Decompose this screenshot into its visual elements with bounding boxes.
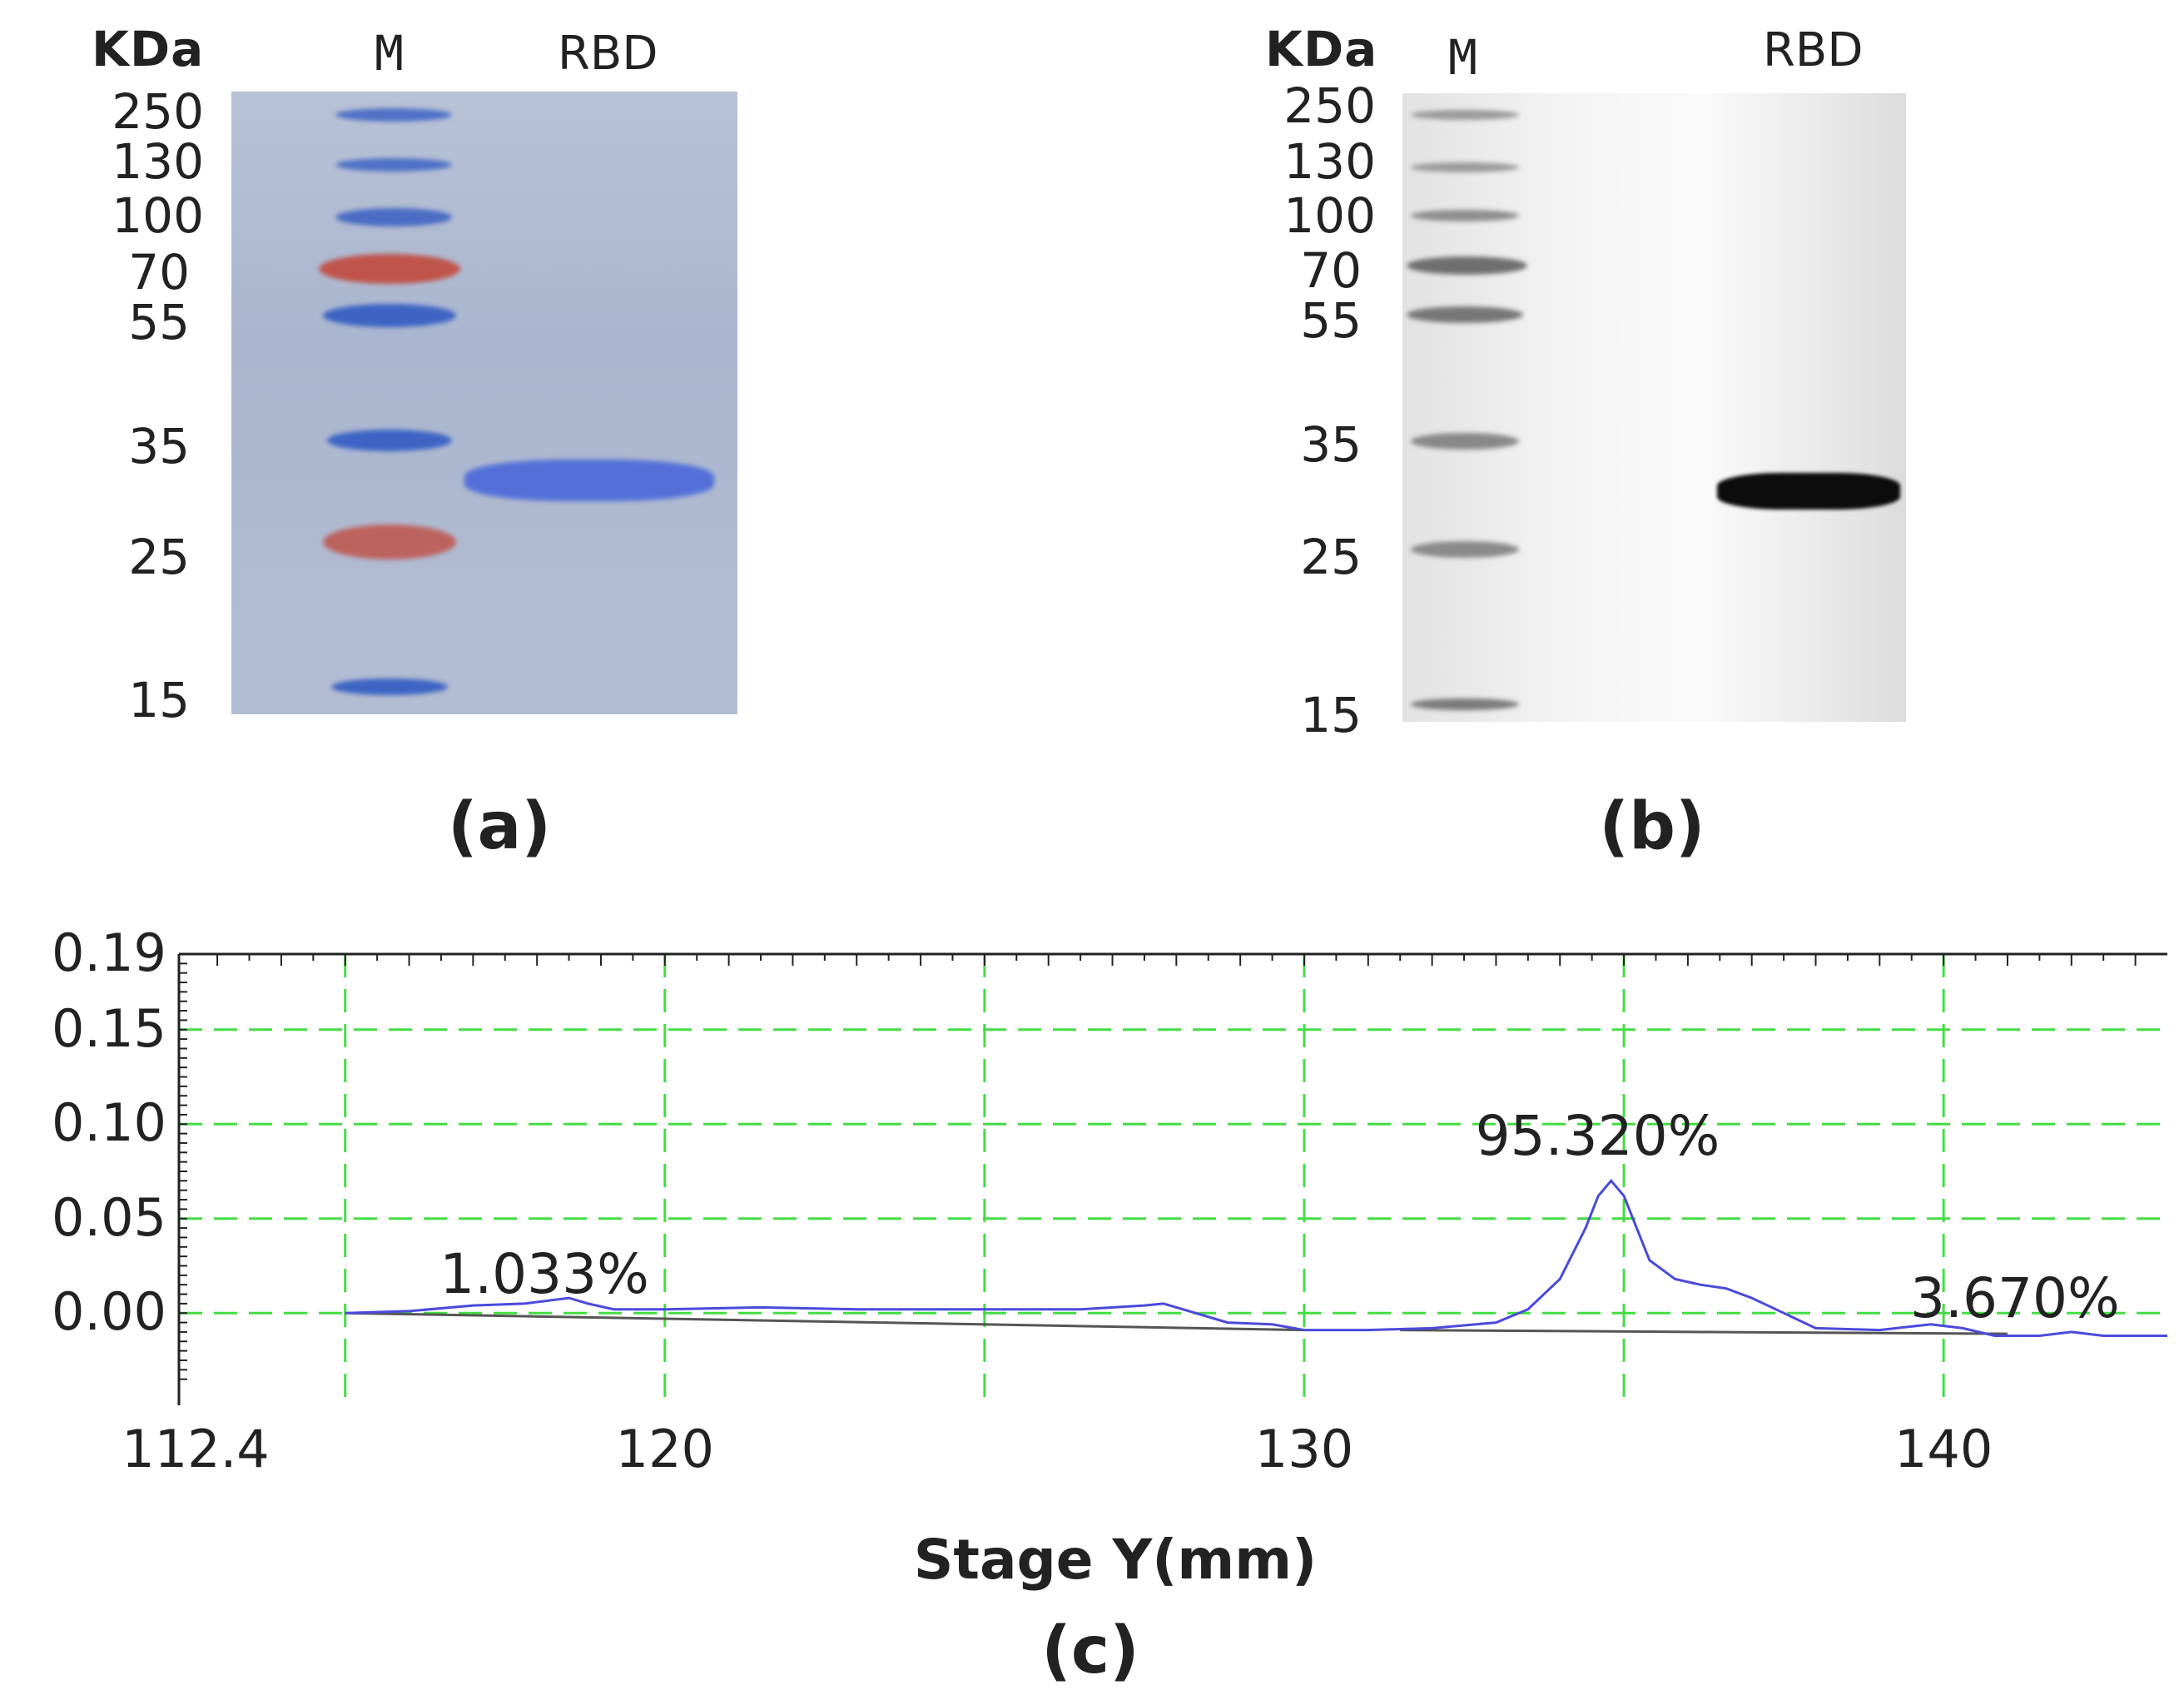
panel-a: KDa M RBD 250 130 100 70 55 35 25 15 (a)	[0, 0, 832, 866]
peak-percentage-annotation: 3.670%	[1910, 1266, 2120, 1331]
mw-label: 55	[1300, 292, 1362, 349]
peak-percentage-annotation: 1.033%	[439, 1241, 649, 1306]
peak-percentage-annotation: 95.320%	[1475, 1104, 1720, 1169]
marker-band-25	[323, 524, 456, 559]
marker-band-55	[1407, 306, 1523, 323]
mw-label: 15	[1300, 687, 1362, 743]
coomassie-gel-image	[231, 92, 737, 714]
panel-a-label: (a)	[448, 789, 551, 864]
mw-label: 100	[112, 187, 204, 244]
panel-b-label: (b)	[1599, 789, 1705, 864]
rbd-sample-band	[1717, 473, 1900, 510]
marker-band-70	[1407, 256, 1527, 275]
marker-band-100	[1411, 210, 1519, 221]
panel-c: 0.19 0.15 0.10 0.05 0.00 112.4 120 130 140 1.03…	[0, 907, 2184, 1705]
marker-band-35	[327, 430, 452, 451]
mw-label: 15	[128, 672, 190, 728]
marker-band-130	[1411, 162, 1519, 172]
y-tick-label: 0.00	[51, 1281, 166, 1343]
panel-c-label: (c)	[1041, 1613, 1139, 1688]
panel-b-lane-rbd-label: RBD	[1763, 23, 1864, 77]
x-tick-label: 130	[1254, 1419, 1354, 1479]
density-chart	[177, 952, 2167, 1405]
marker-band-70	[319, 254, 460, 284]
marker-band-15	[1411, 698, 1519, 710]
mw-label: 35	[1300, 416, 1362, 473]
marker-band-100	[335, 208, 452, 226]
x-tick-label: 140	[1894, 1419, 1993, 1479]
marker-band-250	[335, 108, 452, 122]
x-tick-label: 120	[615, 1419, 714, 1479]
mw-label: 70	[1300, 242, 1362, 299]
mw-label: 130	[1283, 133, 1376, 190]
panel-b-lane-m-label: M	[1448, 29, 1477, 86]
mw-label: 130	[112, 133, 204, 190]
y-tick-label: 0.19	[51, 922, 166, 983]
peak-baseline	[345, 1311, 1305, 1332]
marker-band-25	[1411, 541, 1519, 558]
mw-label: 25	[128, 529, 190, 585]
y-tick-label: 0.05	[51, 1186, 166, 1248]
mw-label: 25	[1300, 529, 1362, 585]
mw-label: 70	[128, 244, 190, 301]
mw-label: 250	[112, 83, 204, 140]
panel-a-unit-label: KDa	[92, 21, 205, 77]
marker-band-35	[1411, 433, 1519, 450]
y-tick-label: 0.15	[51, 997, 166, 1059]
marker-band-55	[323, 304, 456, 327]
density-series-line	[345, 1178, 2167, 1337]
mw-label: 100	[1283, 187, 1376, 244]
mw-label: 55	[128, 294, 190, 350]
mw-label: 35	[128, 418, 190, 475]
x-axis-label: Stage Y(mm)	[913, 1528, 1318, 1592]
western-blot-image	[1402, 93, 1906, 722]
marker-band-130	[335, 158, 452, 171]
marker-band-15	[331, 679, 448, 695]
panel-b-unit-label: KDa	[1265, 21, 1378, 77]
peak-baseline	[1400, 1329, 2008, 1335]
panel-a-lane-rbd-label: RBD	[558, 27, 658, 81]
rbd-sample-band	[464, 460, 714, 501]
mw-label: 250	[1283, 77, 1376, 134]
marker-band-250	[1411, 110, 1519, 120]
y-tick-label: 0.10	[51, 1092, 166, 1154]
panel-a-lane-m-label: M	[375, 25, 404, 82]
panel-b: KDa M RBD 250 130 100 70 55 35 25 15 (b)	[1082, 0, 2184, 866]
x-tick-label: 112.4	[122, 1419, 270, 1479]
